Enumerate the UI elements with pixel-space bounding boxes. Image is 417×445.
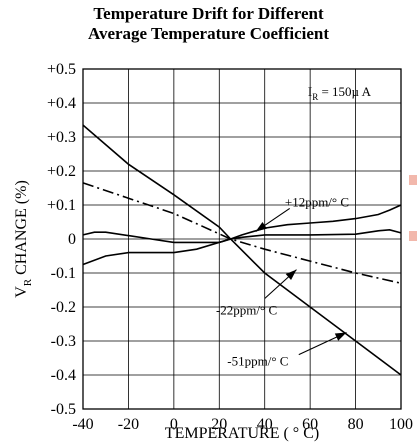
y-axis-label-subscript: R [22,278,34,286]
series-lines [82,124,402,376]
y-axis-label-main: V [13,286,30,298]
y-tick-label: +0.2 [47,163,76,180]
annotation-arrowhead [334,332,347,341]
annotation-label-2: -22ppm/° C [216,302,277,317]
x-tick-label: 100 [389,416,413,433]
y-tick-label: -0.3 [51,333,76,350]
condition-subscript: R [312,92,318,102]
y-tick-label: -0.1 [51,265,76,282]
y-axis-label: VR CHANGE (%) [13,180,34,298]
series-line-1 [82,204,402,266]
y-tick-label: +0.1 [47,197,76,214]
annotation-label-3: -51ppm/° C [227,353,288,368]
x-tick-label: 80 [348,416,364,433]
y-tick-label: +0.5 [47,61,76,78]
annotations: +12ppm/° C -22ppm/° C -51ppm/° C [216,194,349,368]
edge-marker-lower [409,231,417,241]
edge-marker-upper [409,175,417,185]
x-tick-label: 0 [170,416,178,433]
x-tick-label: -40 [72,416,93,433]
series-line-4 [82,124,402,376]
y-tick-label: 0 [68,231,76,248]
grid [83,69,401,409]
condition-text: IR = 150µ A [308,84,372,102]
condition-prefix: I [308,84,312,99]
y-axis-label-tail: CHANGE (%) [13,180,30,279]
x-tick-label: -20 [118,416,139,433]
x-tick-label: 60 [302,416,318,433]
x-tick-label: 20 [211,416,227,433]
condition-value: = 150µ A [318,84,371,99]
y-tick-label: -0.5 [51,401,76,418]
series-line-3 [82,182,402,284]
plot-frame [82,68,402,410]
condition-label: IR = 150µ A [308,84,372,102]
x-tick-label: 40 [257,416,273,433]
y-tick-label: -0.4 [51,367,76,384]
series-line-2 [82,228,402,244]
y-tick-label: +0.4 [47,95,76,112]
chart-title-line-2: Average Temperature Coefficient [87,24,330,43]
y-tick-label: +0.3 [47,129,76,146]
annotation-label-1: +12ppm/° C [285,194,349,209]
annotation-arrowhead [285,269,297,280]
annotation-arrowhead [255,222,267,232]
tick-labels: -40 -20 0 20 40 60 80 100 +0.5 +0.4 +0.3 +0.2 +0.1 0 -… [47,61,413,433]
y-tick-label: -0.2 [51,299,76,316]
x-axis-label: TEMPERATURE ( ° C) [165,425,319,442]
chart-title-line-1: Temperature Drift for Different [93,4,324,23]
